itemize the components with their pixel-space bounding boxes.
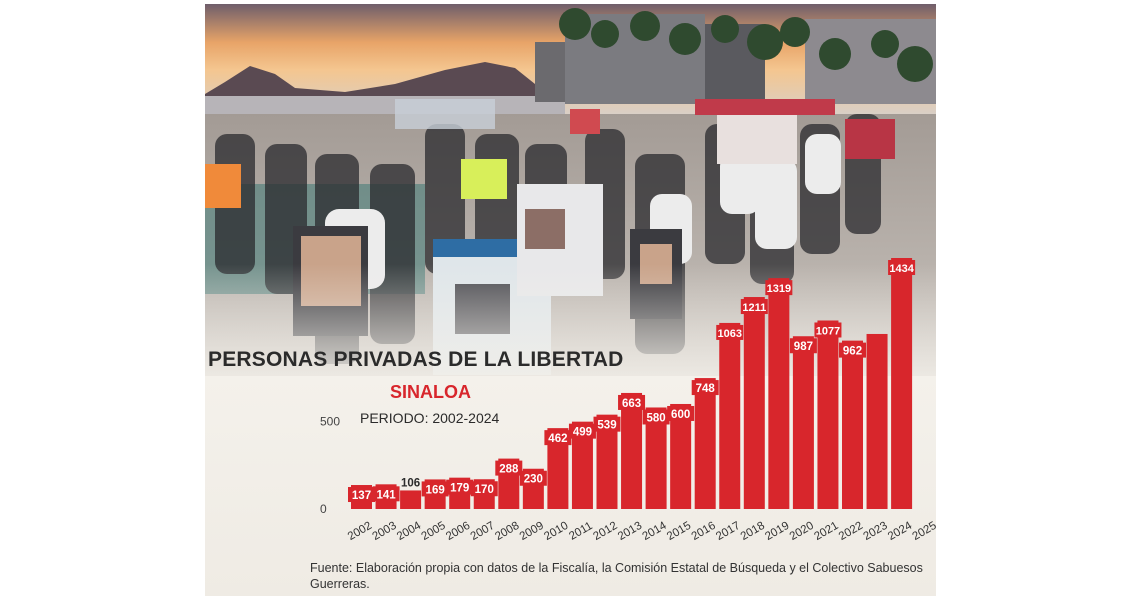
data-label-bg — [470, 481, 498, 497]
infographic-card: PERSONAS PRIVADAS DE LA LIBERTAD SINALOA… — [205, 4, 936, 596]
bar-chart: 0 500 137 141 106 169 179 170 288 230 462 499 539 66… — [320, 258, 936, 543]
bar — [768, 278, 790, 509]
x-tick-label: 2005 — [420, 520, 448, 543]
x-tick-label: 2024 — [886, 520, 915, 543]
bar — [547, 428, 569, 509]
bar — [400, 490, 422, 509]
data-label: 499 — [573, 427, 592, 439]
data-label-bg — [446, 479, 474, 495]
data-label-bg — [593, 416, 621, 432]
chart-title: PERSONAS PRIVADAS DE LA LIBERTAD — [208, 348, 624, 371]
data-label-bg — [519, 470, 547, 486]
x-tick-label: 2012 — [591, 520, 619, 543]
data-label-bg — [618, 394, 646, 410]
chart-subtitle: SINALOA — [390, 382, 471, 402]
data-label: 170 — [475, 484, 494, 496]
data-label-bg — [691, 380, 719, 396]
x-tick-label: 2007 — [469, 520, 497, 543]
data-label: 288 — [499, 464, 519, 476]
data-label: 987 — [794, 341, 813, 353]
data-label: 539 — [597, 420, 616, 432]
bar — [694, 378, 716, 509]
data-label-bg — [421, 481, 449, 497]
paper-background — [205, 376, 936, 596]
bar — [842, 340, 863, 509]
data-label-bg — [765, 280, 793, 296]
x-tick-label: 2017 — [714, 520, 742, 543]
bar — [891, 258, 913, 509]
chart-source: Fuente: Elaboración propia con datos de … — [310, 561, 923, 591]
x-tick-label: 2013 — [616, 520, 644, 543]
x-tick-label: 2018 — [739, 520, 767, 543]
data-label: 106 — [401, 477, 420, 489]
bar — [792, 336, 814, 509]
x-tick-label: 2010 — [542, 520, 570, 543]
data-label-bg — [348, 487, 375, 503]
x-tick-label: 2021 — [812, 520, 840, 543]
data-label: 663 — [622, 398, 641, 410]
y-tick-label: 500 — [320, 414, 340, 428]
y-axis: 0 500 — [320, 414, 340, 516]
data-label: 462 — [548, 433, 567, 445]
bar — [719, 322, 741, 509]
data-label-bg — [568, 423, 596, 439]
bar — [596, 414, 618, 509]
bar — [866, 333, 888, 509]
bar — [817, 320, 839, 509]
bar — [645, 407, 667, 509]
x-tick-label: 2022 — [837, 520, 865, 543]
x-tick-label: 2004 — [395, 520, 424, 543]
bars: 137 141 106 169 179 170 288 230 462 499 539 663 580 6… — [348, 258, 916, 509]
data-label: 1077 — [816, 325, 840, 337]
data-label-bg — [495, 460, 523, 476]
x-tick-label: 2020 — [788, 520, 816, 543]
protest-photo — [205, 4, 936, 376]
data-label-bg — [839, 342, 866, 358]
x-tick-label: 2003 — [370, 520, 398, 543]
x-tick-label: 2025 — [911, 520, 936, 543]
data-label: 580 — [647, 412, 666, 424]
data-label: 1063 — [718, 328, 742, 340]
data-label-bg — [814, 322, 842, 338]
data-label: 169 — [426, 484, 445, 496]
data-label: 230 — [524, 474, 543, 486]
data-label: 137 — [352, 490, 371, 502]
data-label: 962 — [843, 346, 862, 358]
x-tick-label: 2011 — [567, 520, 594, 543]
x-tick-label: 2009 — [518, 520, 546, 543]
bar — [670, 403, 692, 509]
x-tick-label: 2014 — [641, 520, 670, 543]
data-label: 1211 — [742, 302, 766, 314]
data-label: 600 — [671, 409, 690, 421]
y-tick-label: 0 — [320, 502, 327, 516]
data-label-bg — [372, 486, 400, 502]
bar — [571, 421, 593, 509]
data-label-bg — [716, 324, 744, 340]
data-label: 179 — [450, 483, 469, 495]
data-label: 1319 — [767, 283, 791, 295]
x-tick-label: 2008 — [493, 520, 521, 543]
data-label-bg — [642, 409, 670, 425]
data-label: 1434 — [889, 263, 914, 275]
x-tick-label: 2019 — [763, 520, 791, 543]
x-tick-label: 2023 — [861, 520, 889, 543]
data-label: 141 — [376, 489, 396, 501]
data-label-bg — [740, 299, 768, 315]
data-label-bg — [544, 430, 572, 446]
x-tick-label: 2006 — [444, 520, 472, 543]
bar — [743, 297, 765, 509]
x-tick-label: 2016 — [690, 520, 718, 543]
x-tick-label: 2002 — [346, 520, 374, 543]
chart-period: PERIODO: 2002-2024 — [360, 410, 500, 426]
x-tick-label: 2015 — [665, 520, 693, 543]
x-axis: 2002200320042005200620072008200920102011… — [346, 520, 936, 543]
data-label: 748 — [696, 383, 716, 395]
bar — [621, 392, 643, 509]
data-label-bg — [667, 405, 695, 421]
data-label-bg — [888, 260, 916, 275]
data-label-bg — [789, 338, 817, 354]
